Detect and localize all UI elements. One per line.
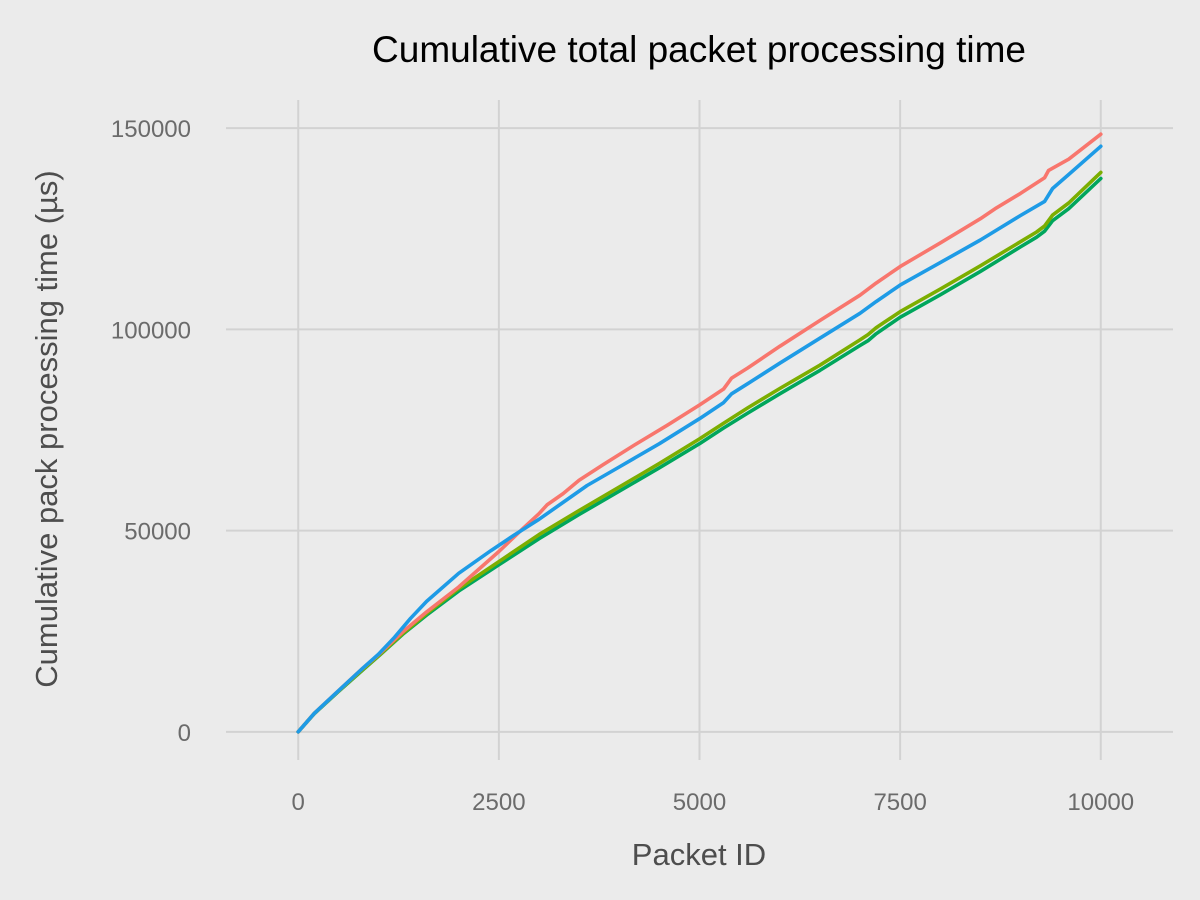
y-tick-label: 150000 — [111, 116, 191, 143]
x-tick-label: 10000 — [1067, 789, 1134, 816]
y-tick-label: 50000 — [124, 519, 191, 546]
y-tick-label: 0 — [178, 720, 191, 747]
series-line-3 — [296, 132, 1103, 734]
x-tick-label: 7500 — [873, 789, 926, 816]
x-axis-title: Packet ID — [632, 837, 766, 872]
chart-title: Cumulative total packet processing time — [372, 29, 1026, 70]
series-line-4 — [296, 144, 1103, 734]
gridlines — [226, 100, 1173, 760]
series-lines — [296, 132, 1103, 734]
x-tick-label: 5000 — [673, 789, 726, 816]
x-tick-label: 2500 — [472, 789, 525, 816]
y-axis-title: Cumulative pack processing time (µs) — [29, 170, 64, 687]
y-tick-label: 100000 — [111, 317, 191, 344]
x-tick-label: 0 — [292, 789, 305, 816]
